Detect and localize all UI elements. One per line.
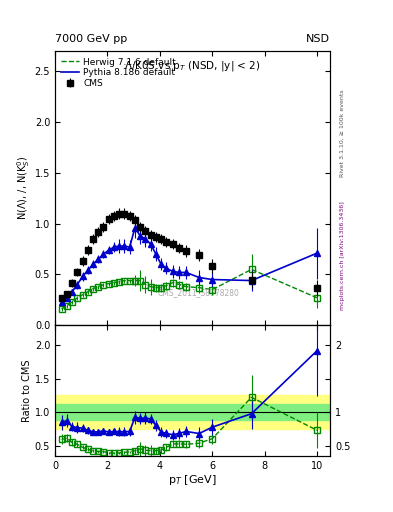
Pythia 8.186 default [91, 261, 95, 267]
Pythia 8.186 default [159, 261, 163, 267]
Pythia 8.186 default [112, 244, 116, 250]
Herwig 7.1.6 default [70, 299, 74, 305]
Pythia 8.186 default [117, 243, 121, 249]
Herwig 7.1.6 default [148, 284, 153, 290]
Pythia 8.186 default [96, 256, 101, 262]
Pythia 8.186 default [132, 225, 137, 231]
Herwig 7.1.6 default [154, 285, 158, 291]
Herwig 7.1.6 default [112, 280, 116, 286]
Pythia 8.186 default [177, 269, 182, 275]
Pythia 8.186 default [75, 282, 80, 288]
Herwig 7.1.6 default [75, 295, 80, 301]
Pythia 8.186 default [171, 268, 175, 274]
Pythia 8.186 default [197, 274, 202, 281]
Herwig 7.1.6 default [138, 278, 143, 284]
Line: Herwig 7.1.6 default: Herwig 7.1.6 default [62, 269, 317, 309]
Herwig 7.1.6 default [127, 278, 132, 284]
Herwig 7.1.6 default [80, 292, 85, 298]
Herwig 7.1.6 default [96, 284, 101, 290]
Pythia 8.186 default [184, 269, 188, 275]
Herwig 7.1.6 default [177, 282, 182, 288]
Pythia 8.186 default [249, 278, 254, 284]
Legend: Herwig 7.1.6 default, Pythia 8.186 default, CMS: Herwig 7.1.6 default, Pythia 8.186 defau… [59, 56, 178, 90]
Herwig 7.1.6 default [101, 282, 106, 288]
Text: mcplots.cern.ch [arXiv:1306.3436]: mcplots.cern.ch [arXiv:1306.3436] [340, 202, 345, 310]
Herwig 7.1.6 default [197, 285, 202, 291]
Herwig 7.1.6 default [171, 280, 175, 286]
Herwig 7.1.6 default [164, 283, 169, 289]
Pythia 8.186 default [127, 244, 132, 250]
Pythia 8.186 default [107, 247, 111, 253]
Pythia 8.186 default [59, 299, 64, 305]
Herwig 7.1.6 default [85, 289, 90, 295]
Pythia 8.186 default [122, 243, 127, 249]
Herwig 7.1.6 default [132, 278, 137, 284]
Herwig 7.1.6 default [184, 284, 188, 290]
Y-axis label: N($\Lambda$), /, N(K$^0_S$): N($\Lambda$), /, N(K$^0_S$) [15, 156, 32, 220]
Pythia 8.186 default [70, 289, 74, 295]
Text: CMS_2011_S8978280: CMS_2011_S8978280 [157, 288, 239, 297]
Herwig 7.1.6 default [315, 295, 320, 301]
Text: Rivet 3.1.10, ≥ 100k events: Rivet 3.1.10, ≥ 100k events [340, 89, 345, 177]
Pythia 8.186 default [85, 267, 90, 273]
Herwig 7.1.6 default [59, 306, 64, 312]
Y-axis label: Ratio to CMS: Ratio to CMS [22, 359, 32, 422]
Pythia 8.186 default [148, 241, 153, 247]
Herwig 7.1.6 default [64, 303, 69, 309]
Text: NSD: NSD [306, 33, 330, 44]
Herwig 7.1.6 default [122, 278, 127, 284]
Pythia 8.186 default [143, 236, 148, 242]
Herwig 7.1.6 default [159, 285, 163, 291]
Line: Pythia 8.186 default: Pythia 8.186 default [62, 228, 317, 302]
Bar [55, 404, 330, 420]
Pythia 8.186 default [315, 250, 320, 256]
Herwig 7.1.6 default [107, 281, 111, 287]
Pythia 8.186 default [64, 295, 69, 301]
Pythia 8.186 default [164, 265, 169, 271]
Pythia 8.186 default [80, 273, 85, 280]
Pythia 8.186 default [138, 233, 143, 239]
Herwig 7.1.6 default [249, 266, 254, 272]
Text: $\Lambda$/K0S vs p$_T$ (NSD, |y| < 2): $\Lambda$/K0S vs p$_T$ (NSD, |y| < 2) [124, 59, 261, 73]
Bar [55, 395, 330, 429]
Pythia 8.186 default [154, 251, 158, 257]
X-axis label: p$_T$ [GeV]: p$_T$ [GeV] [168, 473, 217, 487]
Herwig 7.1.6 default [91, 286, 95, 292]
Herwig 7.1.6 default [117, 279, 121, 285]
Text: 7000 GeV pp: 7000 GeV pp [55, 33, 127, 44]
Herwig 7.1.6 default [210, 287, 215, 293]
Herwig 7.1.6 default [143, 282, 148, 288]
Pythia 8.186 default [101, 251, 106, 257]
Pythia 8.186 default [210, 276, 215, 283]
